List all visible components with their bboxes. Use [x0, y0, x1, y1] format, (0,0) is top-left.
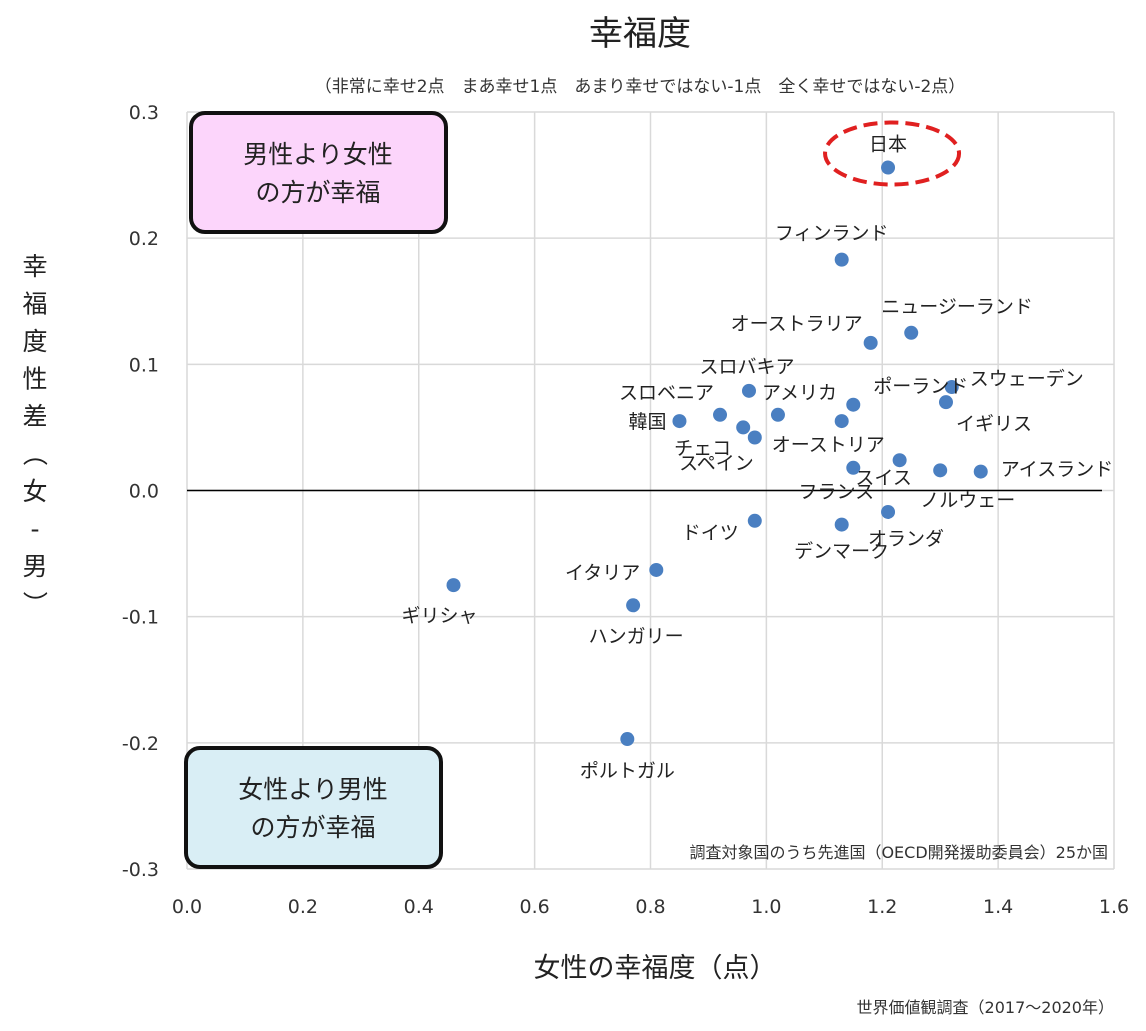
x-tick-label: 0.0 — [172, 896, 202, 918]
data-point — [863, 335, 878, 350]
data-point — [649, 562, 664, 577]
x-tick-label: 0.6 — [520, 896, 550, 918]
data-point — [846, 460, 861, 475]
y-axis-label-char: 度 — [22, 327, 47, 356]
y-tick-label: -0.3 — [122, 859, 159, 881]
y-tick-label: -0.2 — [122, 733, 159, 755]
data-points — [446, 160, 988, 747]
data-point — [881, 160, 896, 175]
point-label: ドイツ — [682, 522, 739, 544]
y-axis-label-char: 福 — [22, 290, 47, 319]
y-tick-label: 0.1 — [129, 354, 159, 376]
point-label: オーストラリア — [731, 313, 863, 335]
point-label: ポーランド — [873, 376, 968, 398]
data-point — [834, 414, 849, 429]
y-axis-label-char: 女 — [22, 477, 47, 506]
point-label: スペイン — [679, 453, 754, 475]
x-tick-label: 0.4 — [404, 896, 434, 918]
y-axis-label-char: - — [30, 515, 39, 544]
data-point — [620, 732, 635, 747]
box-bottom-line2: の方が幸福 — [250, 813, 375, 842]
point-label: ギリシャ — [402, 605, 478, 627]
point-label: スイス — [855, 467, 911, 489]
point-label: アイスランド — [1001, 459, 1113, 481]
data-point — [881, 504, 896, 519]
data-point — [736, 420, 751, 435]
annotation-box-women-happier: 男性より女性 の方が幸福 — [189, 111, 448, 234]
data-point — [933, 463, 948, 478]
data-point — [904, 325, 919, 340]
data-point — [672, 414, 687, 429]
data-point — [741, 383, 756, 398]
point-label: イギリス — [956, 413, 1032, 435]
point-label: ポルトガル — [580, 760, 675, 782]
point-label: フランス — [798, 481, 874, 503]
data-point — [713, 407, 728, 422]
y-axis-label-char: （ — [20, 441, 49, 466]
point-label: 韓国 — [628, 411, 666, 433]
y-axis-label-char: 性 — [22, 365, 47, 394]
y-axis-label-char: 男 — [22, 552, 47, 581]
point-label: イタリア — [565, 562, 640, 584]
data-point — [892, 453, 907, 468]
box-top-line1: 男性より女性 — [243, 140, 393, 169]
data-point — [944, 380, 959, 395]
y-tick-label: 0.2 — [129, 228, 159, 250]
data-point — [834, 517, 849, 532]
data-point — [747, 513, 762, 528]
tick-labels: 0.0 0.2 0.4 0.6 0.8 1.0 1.2 1.4 1.60.30.20.10.0-… — [122, 102, 1129, 918]
point-label: スロベニア — [619, 382, 714, 404]
point-label: フィンランド — [775, 223, 889, 245]
point-label: アメリカ — [762, 382, 837, 404]
x-axis-label: 女性の幸福度（点） — [534, 953, 777, 984]
box-bottom-line1: 女性より男性 — [238, 775, 388, 804]
y-tick-label: -0.1 — [122, 607, 159, 629]
y-axis-label-char: ） — [20, 591, 49, 616]
x-tick-label: 0.2 — [288, 896, 318, 918]
x-tick-label: 1.2 — [867, 896, 897, 918]
source-credit: 世界価値観調査（2017〜2020年） — [857, 998, 1114, 1017]
x-tick-label: 1.6 — [1099, 896, 1129, 918]
sample-note: 調査対象国のうち先進国（OECD開発援助委員会）25か国 — [689, 843, 1108, 862]
point-label: スロバキア — [699, 356, 794, 378]
data-point — [446, 578, 461, 593]
data-point — [973, 464, 988, 479]
point-label: オランダ — [868, 528, 944, 550]
x-tick-label: 1.4 — [983, 896, 1013, 918]
data-point — [626, 598, 641, 613]
y-axis-label-char: 幸 — [22, 252, 47, 281]
y-tick-label: 0.0 — [129, 481, 159, 503]
x-tick-label: 1.0 — [751, 896, 781, 918]
chart-subtitle: （非常に幸せ2点 まあ幸せ1点 あまり幸せではない-1点 全く幸せではない-2点… — [315, 77, 966, 97]
point-label: ニュージーランド — [881, 296, 1033, 318]
data-point — [770, 407, 785, 422]
data-point — [938, 395, 953, 410]
point-label: ハンガリー — [589, 625, 684, 647]
data-point — [846, 397, 861, 412]
annotation-box-men-happier: 女性より男性 の方が幸福 — [184, 746, 443, 869]
point-label: オーストリア — [772, 434, 885, 456]
point-label: ノルウェー — [920, 489, 1015, 511]
highlight-ellipse — [823, 120, 962, 187]
y-axis-label-char: 差 — [22, 402, 47, 431]
point-label: 日本 — [869, 134, 907, 156]
box-top-line2: の方が幸福 — [255, 178, 380, 207]
data-point — [834, 252, 849, 267]
point-label: デンマーク — [794, 541, 889, 563]
point-label: チェコ — [674, 437, 731, 459]
data-point — [747, 430, 762, 445]
point-label: スウェーデン — [970, 368, 1084, 390]
x-tick-label: 0.8 — [635, 896, 665, 918]
y-tick-label: 0.3 — [129, 102, 159, 124]
chart-title: 幸福度 — [589, 14, 691, 54]
